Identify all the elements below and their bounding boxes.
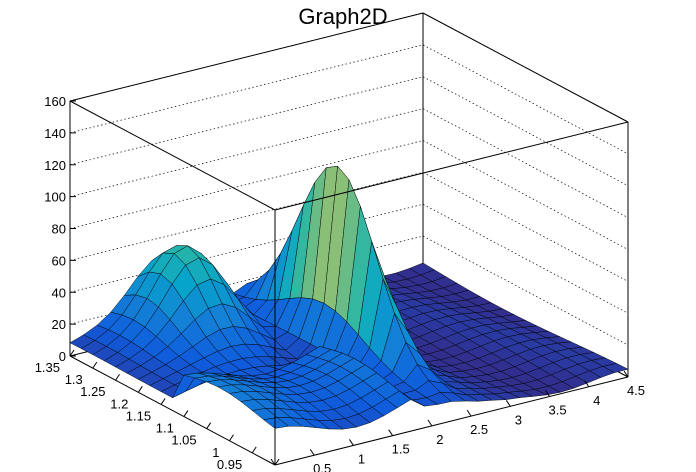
z-tick-label: 160: [44, 94, 66, 109]
x-tick-label: 0.5: [313, 461, 331, 472]
grid-line: [69, 44, 629, 155]
y-tick: [115, 373, 120, 381]
x-axis-line: [274, 376, 629, 466]
x-tick: [466, 409, 472, 417]
y-tick: [229, 434, 234, 442]
chart-title: Graph2D: [298, 4, 387, 29]
y-tick-label: 1.05: [171, 433, 196, 448]
x-tick-label: 1.5: [392, 442, 410, 457]
z-axis: 0 20 40 60 80 100 120 140 160: [44, 94, 76, 364]
x-tick-label: 2: [436, 432, 443, 447]
x-tick: [545, 390, 550, 397]
x-tick: [349, 439, 354, 446]
y-axis-line: [69, 355, 276, 466]
z-tick-label: 80: [52, 222, 66, 237]
x-tick-label: 1: [358, 451, 365, 466]
y-tick-label: 0.9: [247, 469, 265, 472]
x-tick: [584, 380, 590, 388]
grid-line: [69, 76, 629, 187]
z-tick-label: 140: [44, 126, 66, 141]
x-tick-label: 2.5: [470, 422, 488, 437]
x-tick: [309, 448, 315, 456]
x-tick: [505, 400, 511, 407]
x-tick-label: 4.5: [627, 383, 645, 398]
frame-edge: [422, 12, 629, 123]
y-axis: 0.9 0.951 1.051.1 1.151.2 1.251.3 1.35: [35, 349, 280, 472]
x-axis: 00.511.522.533.544.5: [270, 370, 645, 472]
surface-mesh: [69, 165, 629, 430]
z-tick-label: 40: [52, 285, 66, 300]
frame-edge: [274, 121, 629, 211]
z-tick-label: 0: [59, 349, 66, 364]
x-tick-label: 3.5: [549, 403, 567, 418]
grid-line: [69, 108, 629, 218]
y-tick-label: 0.95: [217, 457, 242, 472]
x-tick-label: 3: [515, 412, 522, 427]
x-tick: [388, 429, 394, 436]
y-tick: [137, 386, 143, 393]
y-tick: [274, 458, 280, 466]
y-tick: [69, 349, 75, 357]
x-tick: [270, 458, 276, 466]
grid-line: [69, 172, 629, 282]
z-tick-label: 120: [44, 158, 66, 173]
y-tick-label: 1.1: [156, 421, 174, 436]
grid-line: [69, 140, 629, 250]
y-tick-label: 1.3: [65, 372, 83, 387]
y-tick: [92, 361, 98, 369]
y-tick-label: 1.25: [80, 384, 105, 399]
z-tick-label: 60: [52, 253, 66, 268]
surface-cell: [263, 417, 290, 429]
y-tick: [206, 422, 212, 429]
y-tick-label: 1.2: [110, 396, 128, 411]
frame-edge: [69, 100, 276, 211]
y-tick-label: 1: [212, 445, 219, 460]
x-tick-label: 4: [593, 393, 600, 408]
z-tick-label: 20: [52, 317, 66, 332]
x-tick: [427, 419, 433, 427]
box-frame-front: [69, 12, 629, 465]
y-tick: [160, 398, 166, 405]
z-tick-label: 100: [44, 190, 66, 205]
y-tick-label: 1.35: [35, 360, 60, 375]
frame-edge: [69, 12, 424, 102]
y-tick-label: 1.15: [126, 408, 151, 423]
x-tick: [623, 370, 629, 378]
y-tick: [183, 410, 189, 417]
y-tick: [251, 446, 257, 454]
grid-line: [69, 12, 629, 123]
